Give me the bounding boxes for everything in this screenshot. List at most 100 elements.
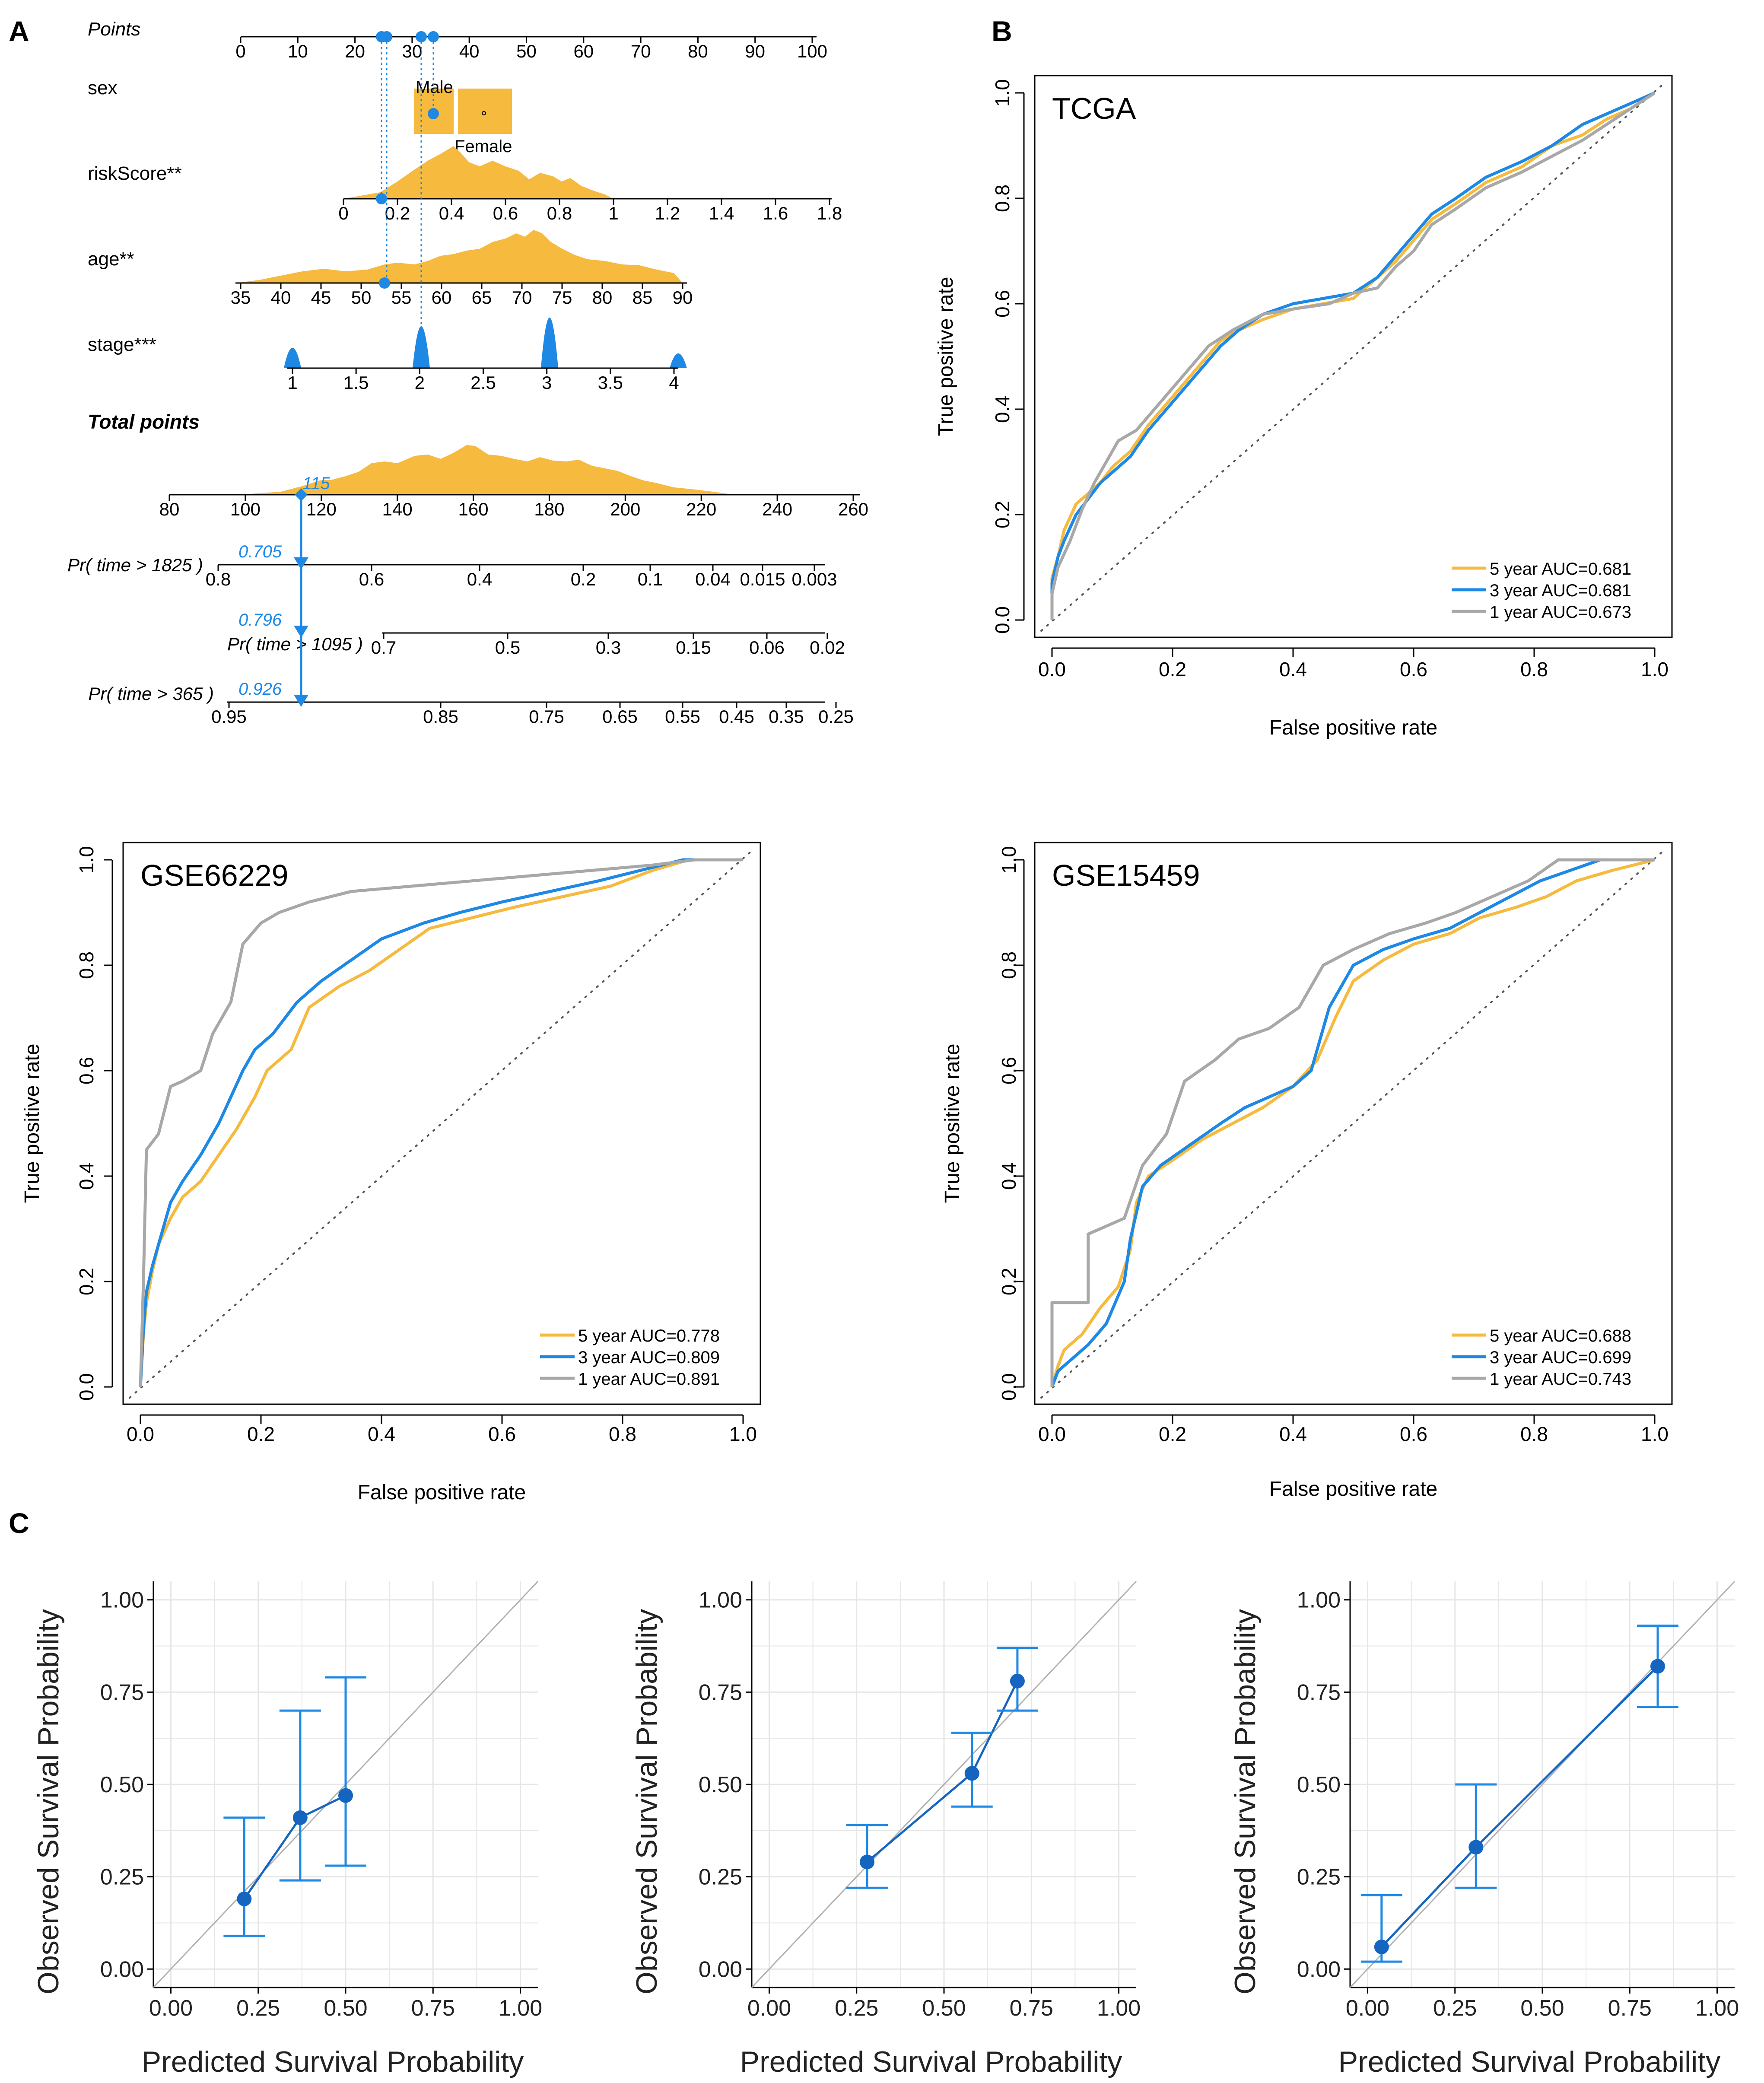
cal2-x-tick-label: 0.25 bbox=[835, 1996, 878, 2021]
total-points-value: 115 bbox=[302, 474, 331, 493]
cal1-y-axis-title: Observed Survival Probability bbox=[32, 1609, 65, 1994]
gse66229-x-axis-title: False positive rate bbox=[358, 1481, 526, 1504]
points-tick-label: 70 bbox=[631, 41, 651, 61]
gse15459-series-2-line bbox=[1050, 858, 1655, 1388]
pr365-arrowhead bbox=[294, 695, 308, 707]
pr365-tick-label: 0.25 bbox=[818, 706, 854, 727]
points-tick-label: 90 bbox=[745, 41, 765, 61]
gse66229-y-tick-label: 0.6 bbox=[75, 1057, 98, 1084]
age-tick-label: 80 bbox=[592, 287, 613, 308]
cal2-x-tick-label: 0.00 bbox=[747, 1996, 791, 2021]
tcga-y-tick-label: 0.8 bbox=[991, 184, 1014, 212]
gse15459-plot-frame bbox=[1034, 842, 1673, 1405]
cal1-point-1 bbox=[237, 1891, 252, 1906]
calibration-1-panel: 0.000.00 0.25 0.25 0.50 0.50 0.75 0.75 1.00 1.00… bbox=[32, 1581, 542, 2078]
points-tick-label: 0 bbox=[235, 41, 245, 61]
age-tick-label: 40 bbox=[271, 287, 291, 308]
tcga-series-3-line bbox=[1050, 92, 1656, 620]
stage-tick-label: 3 bbox=[542, 372, 552, 393]
gse66229-y-tick-label: 0.2 bbox=[75, 1268, 98, 1295]
tcga-x-tick-label: 0.4 bbox=[1279, 658, 1307, 681]
tcga-series-1-line bbox=[1050, 92, 1656, 620]
gse15459-legend-label: 1 year AUC=0.743 bbox=[1490, 1370, 1631, 1389]
pr1095-tick-label: 0.02 bbox=[810, 637, 845, 658]
gse66229-chart-title: GSE66229 bbox=[140, 859, 288, 892]
gse15459-x-tick-label: 0.8 bbox=[1520, 1423, 1548, 1445]
pr1095-tick-label: 0.15 bbox=[676, 637, 711, 658]
gse15459-diagonal bbox=[1040, 848, 1666, 1399]
cal2-point-2 bbox=[964, 1766, 979, 1781]
cal1-x-tick-label: 0.50 bbox=[324, 1996, 367, 2021]
tcga-legend-label: 3 year AUC=0.681 bbox=[1490, 581, 1631, 600]
pr1825-tick-label: 0.2 bbox=[571, 569, 596, 589]
panel-label-a: A bbox=[9, 15, 29, 47]
nomo-label-risk: riskScore** bbox=[88, 163, 182, 184]
tcga-chart-title: TCGA bbox=[1052, 92, 1136, 125]
tcga-y-tick-label: 0.4 bbox=[991, 395, 1014, 423]
riskscore-dot bbox=[376, 193, 387, 204]
cal2-x-tick-label: 1.00 bbox=[1097, 1996, 1141, 2021]
roc-gse15459-panel: 0.0 0.0 0.2 0.2 0.4 0.4 0.6 0.6 0.8 0.8 1.0 1.0 Fals… bbox=[941, 842, 1673, 1501]
gse66229-y-tick-label: 0.8 bbox=[75, 951, 98, 979]
tcga-legend-label: 5 year AUC=0.681 bbox=[1490, 560, 1631, 579]
cal3-calibration-line bbox=[1380, 1665, 1659, 1948]
gse15459-series-1-line bbox=[1050, 858, 1655, 1387]
nomo-label-pr1825: Pr( time > 1825 ) bbox=[67, 555, 203, 575]
cal3-point-1 bbox=[1374, 1940, 1389, 1954]
riskscore-tick-label: 0.8 bbox=[547, 203, 572, 223]
riskscore-tick-label: 0.2 bbox=[385, 203, 410, 223]
total-points-tick-label: 180 bbox=[534, 499, 564, 519]
tcga-y-tick-label: 0.0 bbox=[991, 606, 1014, 634]
panel-label-c: C bbox=[9, 1507, 29, 1539]
cal1-y-tick-label: 0.75 bbox=[100, 1680, 144, 1705]
gse15459-x-tick-label: 0.0 bbox=[1038, 1423, 1066, 1445]
gse66229-legend-label: 1 year AUC=0.891 bbox=[578, 1370, 720, 1389]
age-tick-label: 90 bbox=[673, 287, 693, 308]
points-tick-label: 10 bbox=[288, 41, 308, 61]
points-tick-label: 50 bbox=[516, 41, 537, 61]
sex-male-label: Male bbox=[416, 78, 453, 97]
cal1-x-tick-label: 1.00 bbox=[499, 1996, 542, 2021]
pr365-tick-label: 0.75 bbox=[529, 706, 564, 727]
cal3-x-tick-label: 0.00 bbox=[1346, 1996, 1389, 2021]
cal3-y-tick-label: 1.00 bbox=[1297, 1588, 1341, 1613]
cal1-x-axis-title: Predicted Survival Probability bbox=[142, 2045, 524, 2078]
tcga-x-tick-label: 0.8 bbox=[1520, 658, 1548, 681]
nomo-label-pr1095: Pr( time > 1095 ) bbox=[227, 634, 363, 654]
pr365-tick-label: 0.55 bbox=[665, 706, 700, 727]
tcga-diagonal bbox=[1040, 81, 1666, 632]
pr1825-value: 0.705 bbox=[238, 542, 282, 561]
stage3-peak bbox=[541, 318, 558, 368]
nomo-label-sex: sex bbox=[88, 77, 117, 99]
points-tick-label: 20 bbox=[345, 41, 365, 61]
stage-tick-label: 1 bbox=[287, 372, 297, 393]
stage4-peak bbox=[670, 353, 687, 368]
nomo-label-total: Total points bbox=[88, 410, 200, 433]
pr1825-tick-label: 0.4 bbox=[467, 569, 492, 589]
gse66229-x-tick-label: 0.8 bbox=[609, 1423, 636, 1445]
riskscore-tick-label: 1.4 bbox=[709, 203, 734, 223]
gse15459-legend-label: 5 year AUC=0.688 bbox=[1490, 1326, 1631, 1345]
sex-female-dot bbox=[482, 111, 486, 115]
gse66229-y-tick-label: 1.0 bbox=[75, 846, 98, 874]
total-points-tick-label: 200 bbox=[610, 499, 640, 519]
age-density bbox=[235, 230, 683, 283]
pr365-tick-label: 0.35 bbox=[769, 706, 804, 727]
cal1-y-tick-label: 0.25 bbox=[100, 1865, 144, 1890]
riskscore-tick-label: 1.2 bbox=[655, 203, 680, 223]
tcga-y-tick-label: 0.2 bbox=[991, 501, 1014, 528]
gse15459-chart-title: GSE15459 bbox=[1052, 859, 1200, 892]
gse66229-series-1-line bbox=[139, 858, 743, 1387]
cal2-y-tick-label: 0.25 bbox=[699, 1865, 742, 1890]
gse15459-x-axis-title: False positive rate bbox=[1269, 1478, 1438, 1501]
calibration-2-panel: 0.000.00 0.25 0.25 0.50 0.50 0.75 0.75 1.00 1.00… bbox=[630, 1581, 1141, 2078]
gse66229-y-tick-label: 0.4 bbox=[75, 1162, 98, 1190]
cal3-x-tick-label: 0.25 bbox=[1433, 1996, 1477, 2021]
pr1825-tick-label: 0.003 bbox=[791, 569, 837, 589]
cal2-point-3 bbox=[1010, 1673, 1025, 1689]
cal2-point-1 bbox=[860, 1854, 874, 1870]
gse66229-x-tick-label: 0.2 bbox=[247, 1423, 275, 1445]
cal1-x-tick-label: 0.25 bbox=[236, 1996, 280, 2021]
cal1-calibration-line bbox=[243, 1794, 346, 1900]
age-tick-label: 55 bbox=[391, 287, 412, 308]
